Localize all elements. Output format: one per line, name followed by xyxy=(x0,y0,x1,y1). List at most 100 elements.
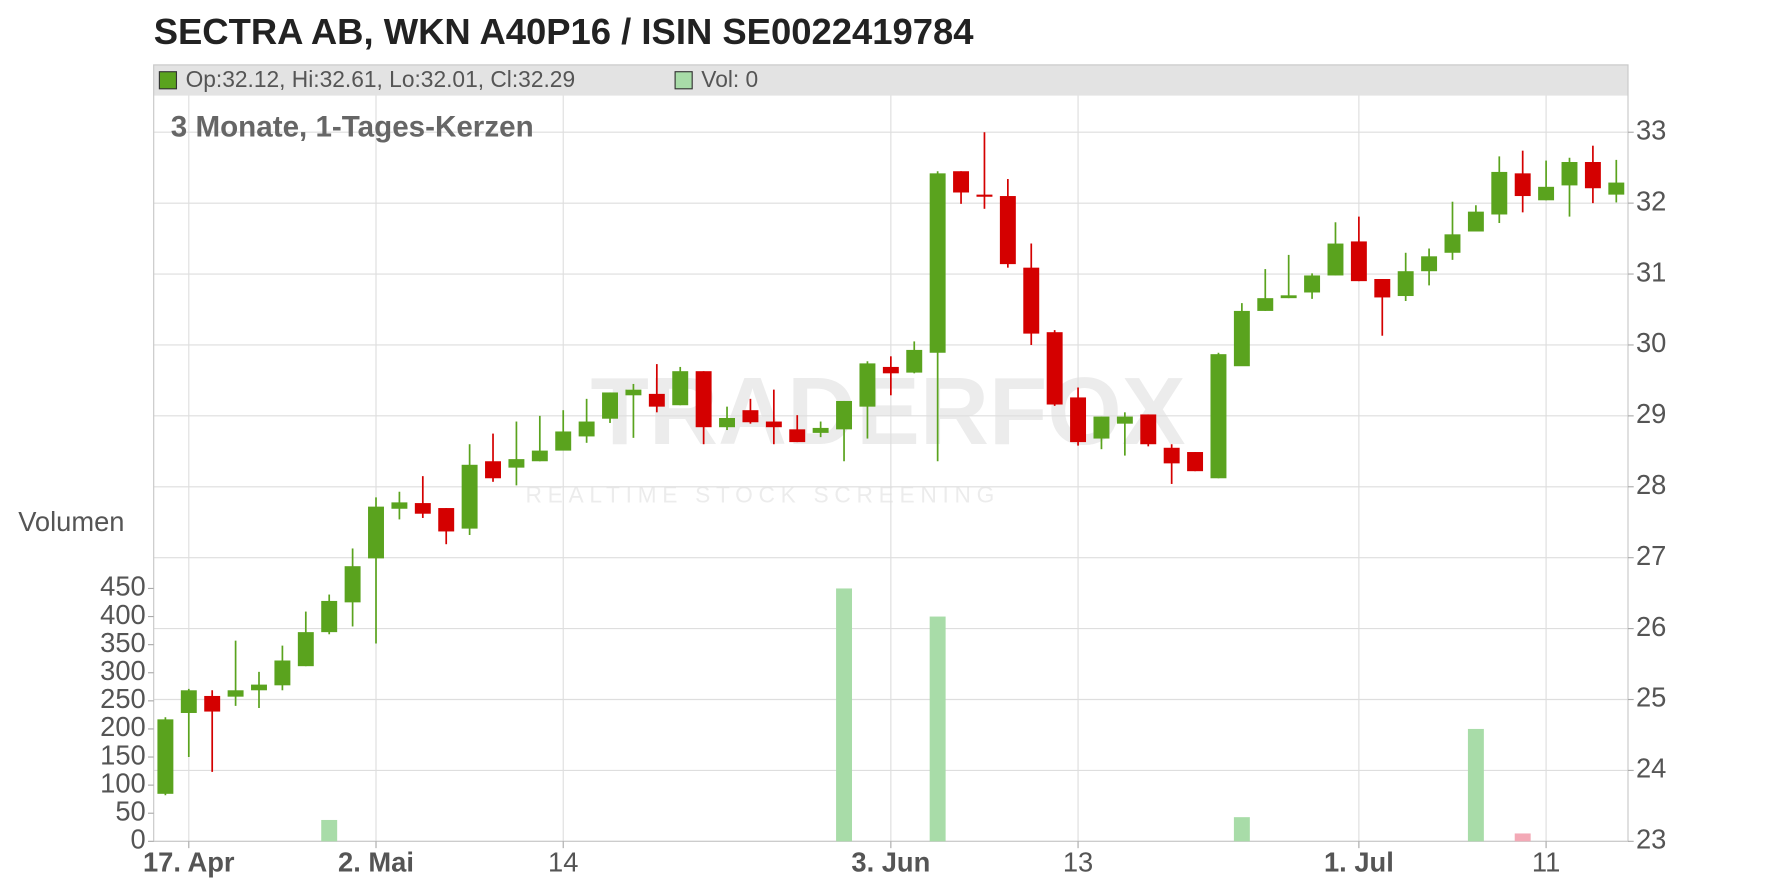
candle-body xyxy=(1163,447,1180,464)
candle-body xyxy=(906,349,923,373)
y-tick-label: 28 xyxy=(1636,469,1666,500)
candle-body xyxy=(1421,256,1438,272)
candle-body xyxy=(1584,162,1601,189)
candle-body xyxy=(485,461,501,479)
candle-body xyxy=(297,632,314,667)
chart-title: SECTRA AB, WKN A40P16 / ISIN SE002241978… xyxy=(154,11,975,52)
candle-body xyxy=(742,410,759,423)
candle-body xyxy=(859,363,876,407)
candle-body xyxy=(274,660,291,686)
volume-bar xyxy=(929,616,946,842)
candle-body xyxy=(765,421,782,428)
x-tick-label: 11 xyxy=(1532,846,1560,877)
candle-body xyxy=(578,421,595,437)
y2-axis-title: Volumen xyxy=(18,506,124,537)
y2-tick-label: 150 xyxy=(100,739,146,770)
legend-swatch xyxy=(674,71,693,90)
candle-body xyxy=(882,366,899,374)
candle-body xyxy=(1280,295,1297,299)
candle-body xyxy=(531,450,548,462)
y2-tick-label: 350 xyxy=(100,627,146,658)
candle-body xyxy=(157,719,174,794)
candle-body xyxy=(1397,271,1414,297)
candle-body xyxy=(344,566,361,603)
y2-tick-label: 250 xyxy=(100,683,146,714)
candle-body xyxy=(695,371,712,428)
y-tick-label: 26 xyxy=(1636,611,1666,642)
y-tick-label: 27 xyxy=(1636,540,1666,571)
candle-body xyxy=(1187,452,1204,472)
watermark-logo: TRADERFOX xyxy=(591,358,1186,465)
candle-body xyxy=(204,695,221,712)
candle-body xyxy=(1210,354,1227,479)
candle-body xyxy=(1140,414,1157,445)
x-tick-label: 17. Apr xyxy=(143,846,235,877)
candle-body xyxy=(789,429,806,443)
candle-body xyxy=(508,459,525,468)
x-tick-label: 2. Mai xyxy=(338,846,414,877)
volume-bar xyxy=(321,819,338,842)
candle-body xyxy=(368,506,384,559)
legend-label: Vol: 0 xyxy=(701,66,758,92)
candle-body xyxy=(555,431,572,451)
y-tick-label: 29 xyxy=(1636,398,1666,429)
x-tick-label: 3. Jun xyxy=(851,846,930,877)
volume-bar xyxy=(1467,728,1484,842)
candle-body xyxy=(414,503,431,514)
candle-body xyxy=(1046,332,1063,405)
candle-body xyxy=(1023,267,1040,334)
watermark: TRADERFOX REALTIME STOCK SCREENING xyxy=(525,358,1185,507)
candle-body xyxy=(929,173,946,353)
candle-body xyxy=(836,400,853,430)
candle-body xyxy=(719,417,736,428)
chart-subtitle: 3 Monate, 1-Tages-Kerzen xyxy=(171,110,534,143)
y2-tick-label: 400 xyxy=(100,599,146,630)
candle-body xyxy=(1304,275,1321,293)
candle-body xyxy=(227,690,244,697)
y-tick-label: 30 xyxy=(1636,327,1666,358)
candle-body xyxy=(976,194,993,197)
y-tick-label: 25 xyxy=(1636,682,1666,713)
y-tick-label: 24 xyxy=(1636,753,1666,784)
legend-band xyxy=(153,64,1629,96)
candle-body xyxy=(1374,279,1391,298)
y-tick-label: 23 xyxy=(1636,824,1666,855)
candle-body xyxy=(1350,241,1367,282)
x-tick-label: 14 xyxy=(548,846,578,877)
candle-body xyxy=(1257,298,1274,311)
grid xyxy=(153,64,1628,842)
candle-body xyxy=(1116,416,1133,424)
candle-body xyxy=(1070,397,1087,443)
y2-tick-label: 300 xyxy=(100,655,146,686)
candle-body xyxy=(180,690,197,713)
y-tick-label: 31 xyxy=(1636,256,1666,287)
x-tick-label: 1. Jul xyxy=(1324,846,1394,877)
legend-label: Op:32.12, Hi:32.61, Lo:32.01, Cl:32.29 xyxy=(186,66,576,92)
candle-body xyxy=(1444,234,1461,253)
candle-body xyxy=(1514,173,1531,197)
candle-body xyxy=(1093,416,1110,439)
candle-body xyxy=(1233,310,1250,367)
candle-body xyxy=(625,389,642,396)
legend-swatch xyxy=(158,71,178,90)
y2-tick-label: 0 xyxy=(131,824,146,855)
candle-body xyxy=(602,392,618,419)
y2-tick-label: 450 xyxy=(100,571,146,602)
candle-body xyxy=(391,502,408,509)
candle-body xyxy=(1327,243,1344,276)
candle-body xyxy=(1561,162,1578,186)
y2-tick-label: 50 xyxy=(115,795,145,826)
candle-body xyxy=(812,427,829,433)
x-tick-label: 13 xyxy=(1063,846,1093,877)
candle-body xyxy=(461,464,478,529)
volume-bar xyxy=(1233,817,1250,842)
y2-tick-label: 100 xyxy=(100,767,146,798)
candle-body xyxy=(251,684,267,691)
candle-body xyxy=(438,508,455,532)
candle-body xyxy=(1491,171,1508,215)
candle-body xyxy=(672,371,689,406)
candle-body xyxy=(321,600,338,633)
y-tick-label: 32 xyxy=(1636,185,1666,216)
